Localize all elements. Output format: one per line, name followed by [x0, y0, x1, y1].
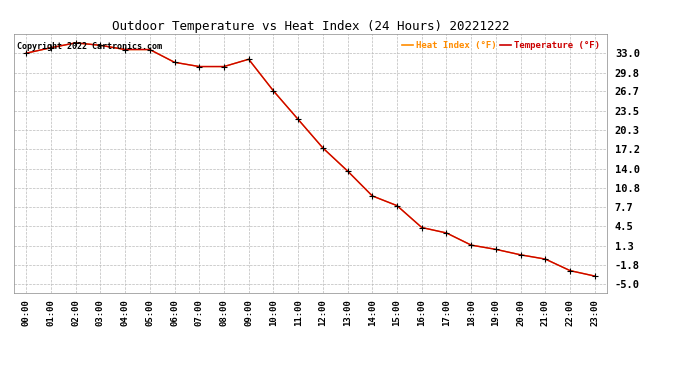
Legend: Heat Index (°F), Temperature (°F): Heat Index (°F), Temperature (°F): [402, 41, 600, 50]
Title: Outdoor Temperature vs Heat Index (24 Hours) 20221222: Outdoor Temperature vs Heat Index (24 Ho…: [112, 20, 509, 33]
Text: Copyright 2022 Cartronics.com: Copyright 2022 Cartronics.com: [17, 42, 161, 51]
